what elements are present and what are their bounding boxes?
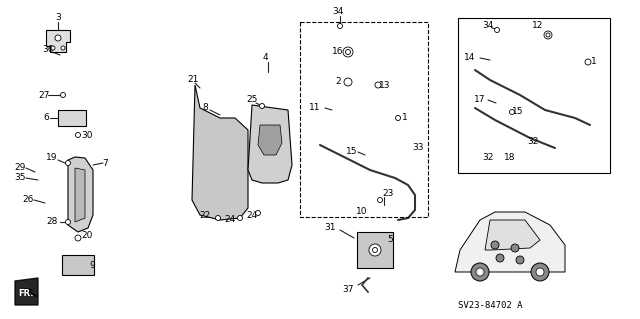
Circle shape [516,256,524,264]
Text: 26: 26 [22,196,34,204]
Text: 22: 22 [200,211,211,219]
Text: 33: 33 [412,144,424,152]
Circle shape [369,244,381,256]
Circle shape [255,211,260,216]
Text: 16: 16 [332,48,344,56]
Polygon shape [192,85,248,220]
Text: FR.: FR. [19,288,34,298]
Text: 21: 21 [188,76,198,85]
Text: 29: 29 [14,164,26,173]
Circle shape [495,27,499,33]
Text: 13: 13 [380,80,391,90]
Circle shape [346,49,351,55]
Text: 32: 32 [527,137,539,146]
Circle shape [61,93,65,98]
Polygon shape [357,232,393,268]
Circle shape [216,216,221,220]
Text: 5: 5 [387,235,393,244]
Circle shape [375,82,381,88]
Bar [458,18,610,173]
Circle shape [337,24,342,28]
Text: 11: 11 [309,103,321,113]
Circle shape [65,160,70,166]
Text: 34: 34 [483,20,493,29]
Text: 12: 12 [532,20,544,29]
Text: 2: 2 [335,78,341,86]
Polygon shape [15,278,38,305]
Polygon shape [68,157,93,232]
Polygon shape [46,30,70,52]
Circle shape [536,268,544,276]
Polygon shape [75,168,85,222]
Circle shape [265,130,275,140]
Polygon shape [485,220,540,250]
Text: 18: 18 [504,153,516,162]
Circle shape [259,103,264,108]
Text: 4: 4 [262,54,268,63]
Circle shape [491,241,499,249]
Polygon shape [58,110,86,126]
Text: 14: 14 [464,54,476,63]
Circle shape [585,59,591,65]
Circle shape [65,219,70,225]
Text: 17: 17 [474,95,486,105]
Text: 25: 25 [246,95,258,105]
Text: 24: 24 [246,211,258,219]
Circle shape [531,263,549,281]
Text: 28: 28 [46,218,58,226]
Text: 10: 10 [356,207,368,217]
Text: 27: 27 [38,91,50,100]
Circle shape [546,33,550,37]
Text: 7: 7 [102,159,108,167]
Text: 1: 1 [402,114,408,122]
Text: SV23-84702 A: SV23-84702 A [458,300,522,309]
Bar [300,22,428,217]
Polygon shape [248,105,292,183]
Text: 24: 24 [225,216,236,225]
Text: 34: 34 [332,8,344,17]
Text: 37: 37 [342,286,354,294]
Text: 15: 15 [346,147,358,157]
Circle shape [372,248,378,253]
Polygon shape [455,212,565,272]
Text: 6: 6 [43,114,49,122]
Circle shape [237,216,243,220]
Circle shape [344,78,352,86]
Circle shape [76,132,81,137]
Text: 30: 30 [81,130,93,139]
Text: 15: 15 [512,108,524,116]
Text: 32: 32 [483,152,493,161]
Circle shape [343,47,353,57]
Text: 1: 1 [591,57,597,66]
Text: 3: 3 [55,13,61,23]
Circle shape [75,235,81,241]
Circle shape [396,115,401,121]
Circle shape [378,197,383,203]
Text: 35: 35 [14,174,26,182]
Circle shape [496,254,504,262]
Polygon shape [62,255,94,275]
Circle shape [51,46,55,50]
Text: 19: 19 [46,153,58,162]
Text: 9: 9 [89,261,95,270]
Circle shape [544,31,552,39]
Circle shape [509,109,515,115]
Text: 23: 23 [382,189,394,197]
Text: 20: 20 [81,231,93,240]
Polygon shape [258,125,282,155]
Circle shape [511,244,519,252]
Text: 31: 31 [324,224,336,233]
Circle shape [61,46,65,50]
Text: 8: 8 [202,103,208,113]
Text: 36: 36 [42,46,54,55]
Circle shape [55,35,61,41]
Circle shape [471,263,489,281]
Circle shape [476,268,484,276]
